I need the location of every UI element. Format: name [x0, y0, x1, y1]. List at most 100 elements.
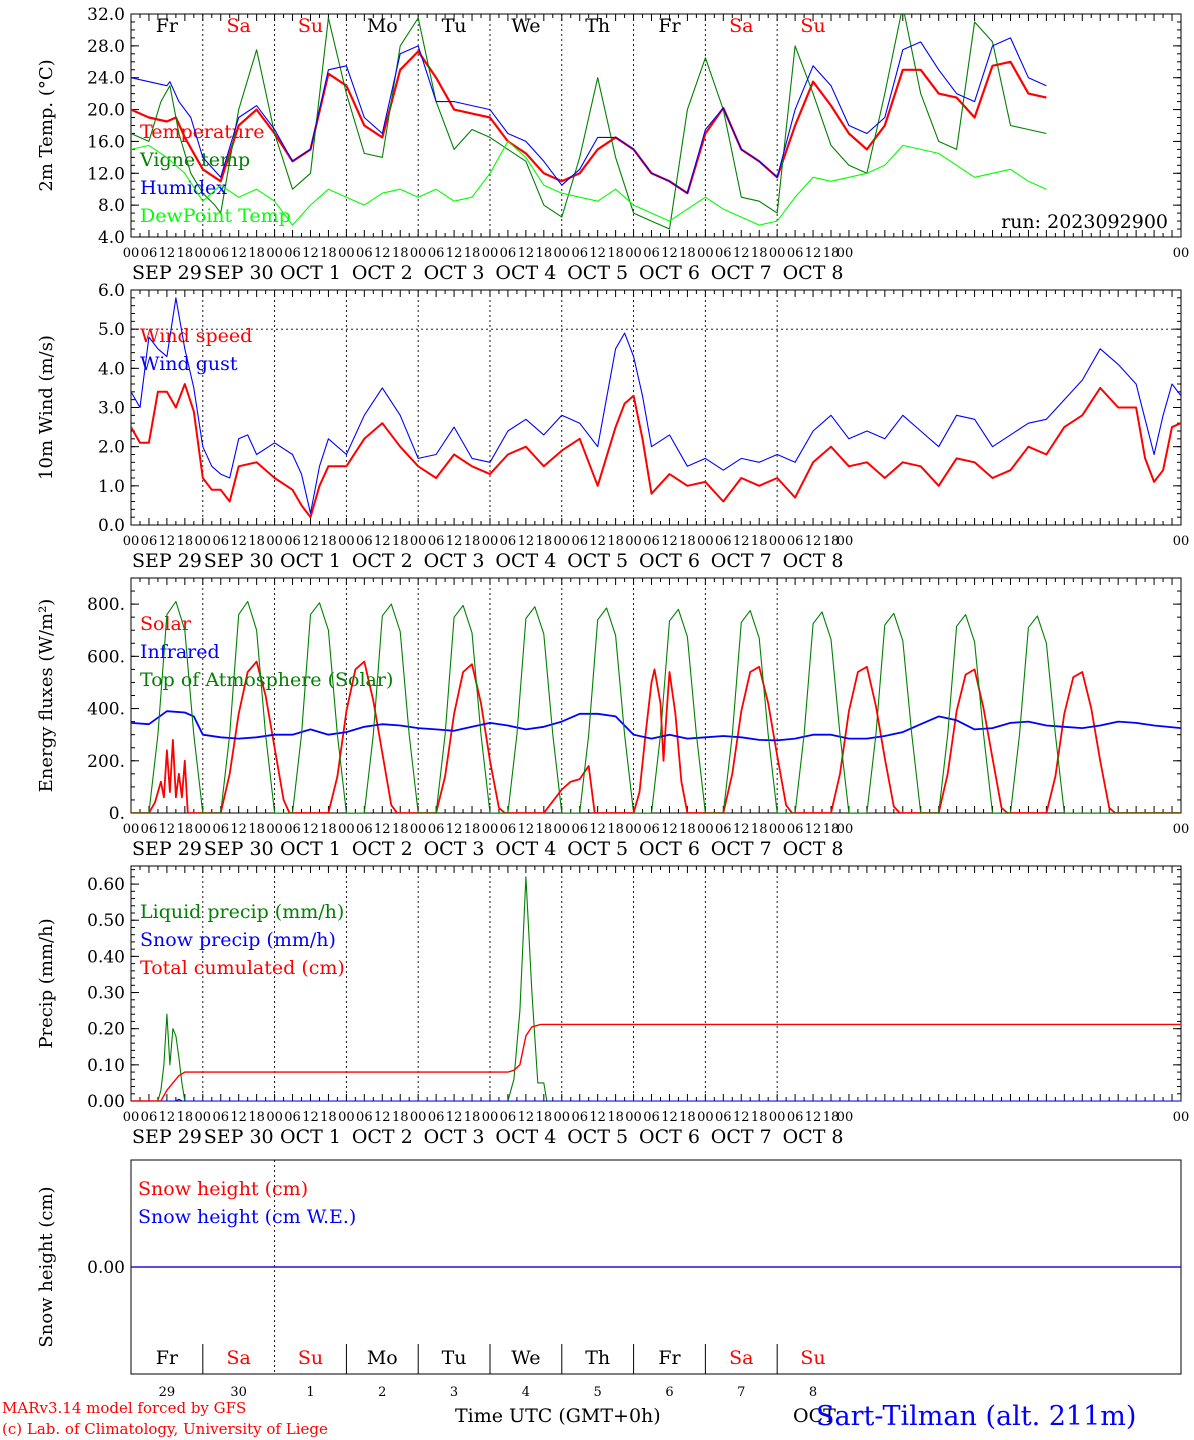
hour-tick-label: 18 — [607, 1110, 624, 1125]
hour-tick-label: 00 — [266, 822, 283, 837]
hour-tick-label: 00 — [625, 1110, 642, 1125]
day-number-label: 7 — [737, 1385, 745, 1400]
day-number-label: 5 — [594, 1385, 602, 1400]
hour-tick-label: 00 — [553, 1110, 570, 1125]
hour-tick-label: 06 — [356, 534, 373, 549]
hour-tick-label: 06 — [141, 534, 158, 549]
weekday-label: Su — [800, 15, 825, 37]
day-number-label: 30 — [230, 1385, 247, 1400]
hour-tick-label: 18 — [536, 1110, 553, 1125]
y-tick-label: 3.0 — [98, 399, 125, 419]
hour-tick-label: 00 — [625, 246, 642, 261]
day-number-label: 3 — [450, 1385, 458, 1400]
hour-tick-label: 12 — [159, 822, 176, 837]
hour-tick-label: 12 — [518, 534, 535, 549]
date-label: OCT 5 — [567, 838, 628, 860]
hour-tick-label: 12 — [661, 246, 678, 261]
hour-tick-label: 00 — [697, 534, 714, 549]
oct-fragment: OCT — [793, 1405, 836, 1427]
hour-tick-label: 06 — [428, 1110, 445, 1125]
hour-tick-label: 06 — [571, 246, 588, 261]
hour-tick-label: 18 — [248, 1110, 265, 1125]
hour-tick-label: 12 — [374, 1110, 391, 1125]
hour-tick-label: 00 — [769, 1110, 786, 1125]
date-label: OCT 7 — [711, 550, 772, 572]
weekday-label: Mo — [367, 15, 398, 37]
hour-tick-label: 06 — [715, 1110, 732, 1125]
hour-tick-label: 12 — [159, 534, 176, 549]
hour-tick-label: 18 — [823, 246, 840, 261]
date-label: OCT 5 — [567, 262, 628, 284]
hour-tick-label: 06 — [284, 1110, 301, 1125]
hour-tick-label: 12 — [446, 534, 463, 549]
date-label: SEP 29 — [132, 550, 202, 572]
date-label: OCT 1 — [280, 838, 341, 860]
hour-tick-label: 12 — [733, 822, 750, 837]
hour-tick-label: 18 — [679, 246, 696, 261]
legend-entry: Temperature — [140, 121, 264, 143]
hour-tick-label: 12 — [589, 246, 606, 261]
weekday-label: Su — [298, 1347, 323, 1369]
date-label: OCT 4 — [495, 1126, 556, 1148]
series-line-infrared — [131, 710, 1181, 742]
y-tick-label: 0.50 — [87, 911, 125, 931]
hour-tick-label: 12 — [805, 246, 822, 261]
hour-tick-label: 00 — [837, 1110, 854, 1125]
hour-tick-label: 12 — [159, 1110, 176, 1125]
series-line-humidex — [131, 37, 1047, 194]
y-tick-label: 0.00 — [87, 1258, 125, 1278]
hour-tick-label: 18 — [823, 822, 840, 837]
hour-tick-label: 12 — [805, 1110, 822, 1125]
series-line-vigne-temp — [131, 14, 1047, 230]
hour-tick-label: 00 — [338, 822, 355, 837]
hour-tick-label: 12 — [589, 534, 606, 549]
y-tick-label: 0. — [109, 804, 125, 824]
y-tick-label: 8.0 — [98, 196, 125, 216]
hour-tick-label: 06 — [500, 1110, 517, 1125]
date-label: OCT 8 — [783, 550, 844, 572]
hour-tick-label: 18 — [751, 822, 768, 837]
station-label: Sart-Tilman (alt. 211m) — [816, 1401, 1137, 1432]
hour-tick-label: 12 — [230, 822, 247, 837]
date-label: SEP 29 — [132, 262, 202, 284]
weekday-label: Sa — [729, 1347, 753, 1369]
hour-tick-label: 00 — [553, 822, 570, 837]
date-label: SEP 30 — [204, 838, 274, 860]
hour-tick-label: 06 — [356, 246, 373, 261]
hour-tick-label: 18 — [536, 822, 553, 837]
date-label: OCT 6 — [639, 838, 700, 860]
hour-tick-label: 06 — [428, 246, 445, 261]
hour-tick-label: 12 — [446, 246, 463, 261]
credit-line-1: MARv3.14 model forced by GFS — [2, 1399, 247, 1417]
hour-tick-label: 18 — [320, 1110, 337, 1125]
hour-tick-label: 06 — [428, 534, 445, 549]
hour-tick-label: 00 — [123, 246, 140, 261]
weekday-label: Tu — [442, 15, 467, 37]
weekday-label: Fr — [156, 15, 179, 37]
weekday-label: Su — [298, 15, 323, 37]
hour-tick-label: 18 — [464, 246, 481, 261]
y-tick-label: 4.0 — [98, 359, 125, 379]
weekday-label: Tu — [442, 1347, 467, 1369]
day-number-label: 4 — [522, 1385, 530, 1400]
hour-tick-label: 06 — [428, 822, 445, 837]
date-label: OCT 1 — [280, 1126, 341, 1148]
hour-tick-label: 12 — [518, 822, 535, 837]
y-tick-label: 0.40 — [87, 947, 125, 967]
date-label: OCT 6 — [639, 1126, 700, 1148]
y-tick-label: 600. — [87, 647, 125, 667]
hour-tick-label: 18 — [177, 822, 194, 837]
day-number-label: 29 — [159, 1385, 176, 1400]
y-tick-label: 2.0 — [98, 438, 125, 458]
hour-tick-label: 06 — [643, 1110, 660, 1125]
hour-tick-label: 00 — [482, 1110, 499, 1125]
series-line-total-cumulated-cm- — [131, 1023, 1181, 1101]
date-label: OCT 8 — [783, 1126, 844, 1148]
y-tick-label: 32.0 — [87, 5, 125, 25]
date-label: OCT 8 — [783, 838, 844, 860]
series-line-temperature — [131, 50, 1047, 195]
hour-tick-label: 06 — [356, 1110, 373, 1125]
hour-tick-label: 18 — [607, 822, 624, 837]
hour-tick-label: 06 — [500, 246, 517, 261]
hour-tick-label: 12 — [518, 246, 535, 261]
